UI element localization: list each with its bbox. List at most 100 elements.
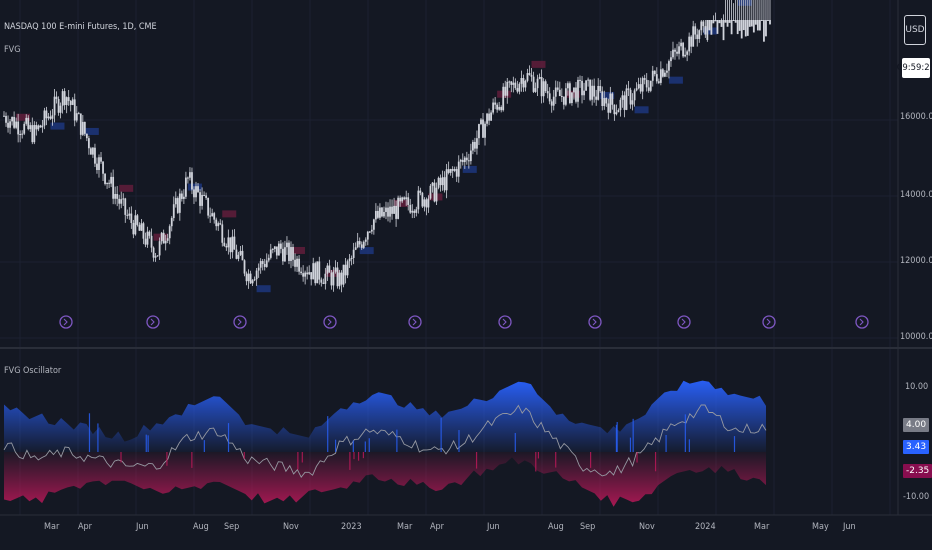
candle-body bbox=[480, 119, 482, 125]
candle-body bbox=[205, 195, 208, 198]
candle-body bbox=[704, 26, 707, 35]
price-tick: 12000.00 bbox=[900, 256, 932, 266]
candle-body bbox=[635, 88, 638, 91]
candle-body bbox=[427, 198, 430, 208]
session-marker-icon bbox=[588, 315, 602, 329]
candle-body bbox=[504, 86, 507, 96]
candle-body bbox=[39, 125, 42, 128]
candle-body bbox=[746, 20, 749, 36]
candle-body bbox=[211, 213, 214, 217]
candle-body bbox=[33, 125, 36, 143]
time-axis-label: Mar bbox=[397, 522, 413, 532]
candle-body bbox=[385, 207, 387, 212]
candle-body bbox=[350, 257, 353, 259]
candle-body bbox=[286, 242, 288, 248]
candle-body bbox=[712, 20, 715, 24]
candle-body bbox=[203, 194, 205, 196]
candle-body bbox=[269, 249, 272, 258]
candle-body bbox=[514, 82, 517, 89]
candle-body bbox=[90, 148, 92, 155]
time-axis-label: Jun bbox=[843, 522, 856, 532]
candle-body bbox=[631, 100, 634, 105]
candle-body bbox=[445, 169, 448, 191]
fvg-bull-box bbox=[84, 127, 99, 135]
candle-body bbox=[457, 161, 460, 177]
candle-body bbox=[300, 271, 303, 274]
candle-body bbox=[41, 125, 44, 128]
candle-body bbox=[259, 261, 262, 268]
candle-body bbox=[575, 87, 577, 102]
fvg-bull-box bbox=[600, 91, 615, 99]
osc-badge-line: 4.00 bbox=[903, 418, 930, 432]
time-axis-label: Aug bbox=[548, 522, 564, 532]
candle-body bbox=[637, 84, 640, 89]
candle-body bbox=[19, 134, 22, 136]
candle-body bbox=[207, 197, 210, 216]
candle-body bbox=[633, 90, 636, 101]
candle-body bbox=[112, 176, 115, 199]
currency-button[interactable]: USD bbox=[904, 15, 926, 45]
candle-body bbox=[312, 263, 315, 280]
candle-body bbox=[366, 231, 369, 240]
candle-body bbox=[314, 263, 317, 284]
candle-body bbox=[546, 91, 549, 94]
session-marker-icon bbox=[59, 315, 73, 329]
candle-body bbox=[524, 80, 527, 88]
fvg-bull-box bbox=[359, 247, 374, 255]
candle-body bbox=[253, 279, 256, 281]
candle-body bbox=[294, 259, 296, 267]
symbol-title: NASDAQ 100 E-mini Futures, 1D, CME bbox=[4, 22, 157, 32]
candle-body bbox=[265, 260, 268, 267]
candle-body bbox=[172, 204, 175, 219]
candle-body bbox=[279, 243, 282, 249]
candle-body bbox=[720, 20, 723, 27]
indicator-label-fvg-oscillator[interactable]: FVG Oscillator bbox=[4, 366, 62, 376]
candle-body bbox=[239, 250, 242, 255]
candle-body bbox=[595, 96, 598, 100]
candle-body bbox=[597, 85, 600, 100]
candle-body bbox=[397, 197, 400, 219]
candle-body bbox=[282, 248, 284, 262]
candle-body bbox=[296, 258, 298, 267]
candle-body bbox=[591, 85, 594, 100]
candle-body bbox=[132, 222, 135, 235]
candle-body bbox=[653, 70, 656, 75]
candle-body bbox=[750, 20, 753, 27]
candle-body bbox=[603, 98, 606, 107]
candle-body bbox=[668, 61, 670, 71]
candle-body bbox=[122, 198, 125, 200]
candle-body bbox=[421, 192, 424, 207]
candle-body bbox=[752, 20, 755, 33]
time-axis-label: Apr bbox=[78, 522, 93, 532]
candle-body bbox=[538, 77, 541, 79]
candle-body bbox=[288, 242, 290, 261]
candle-body bbox=[178, 193, 181, 213]
candle-body bbox=[510, 81, 513, 85]
candle-body bbox=[621, 95, 624, 100]
candle-body bbox=[67, 97, 70, 102]
candle-body bbox=[160, 232, 163, 242]
candle-body bbox=[641, 78, 644, 92]
candle-body bbox=[528, 73, 531, 75]
candle-body bbox=[536, 78, 539, 89]
candle-body bbox=[174, 198, 177, 205]
session-marker-arrow bbox=[766, 318, 771, 326]
indicator-label-fvg[interactable]: FVG bbox=[4, 45, 21, 55]
fvg-bear-box bbox=[428, 193, 443, 201]
fvg-bull-box bbox=[50, 122, 65, 130]
candle-body bbox=[508, 81, 511, 83]
candle-body bbox=[374, 210, 377, 220]
candle-body bbox=[130, 213, 133, 223]
osc-bear-area bbox=[4, 452, 766, 507]
candle-body bbox=[761, 20, 763, 21]
candle-body bbox=[237, 254, 240, 259]
time-axis-label: May bbox=[812, 522, 829, 532]
candle-body bbox=[492, 102, 495, 113]
candle-body bbox=[241, 250, 244, 261]
fvg-bear-box bbox=[565, 90, 580, 98]
candle-body bbox=[467, 160, 470, 162]
fvg-bear-box bbox=[16, 113, 31, 121]
candle-body bbox=[765, 20, 767, 37]
